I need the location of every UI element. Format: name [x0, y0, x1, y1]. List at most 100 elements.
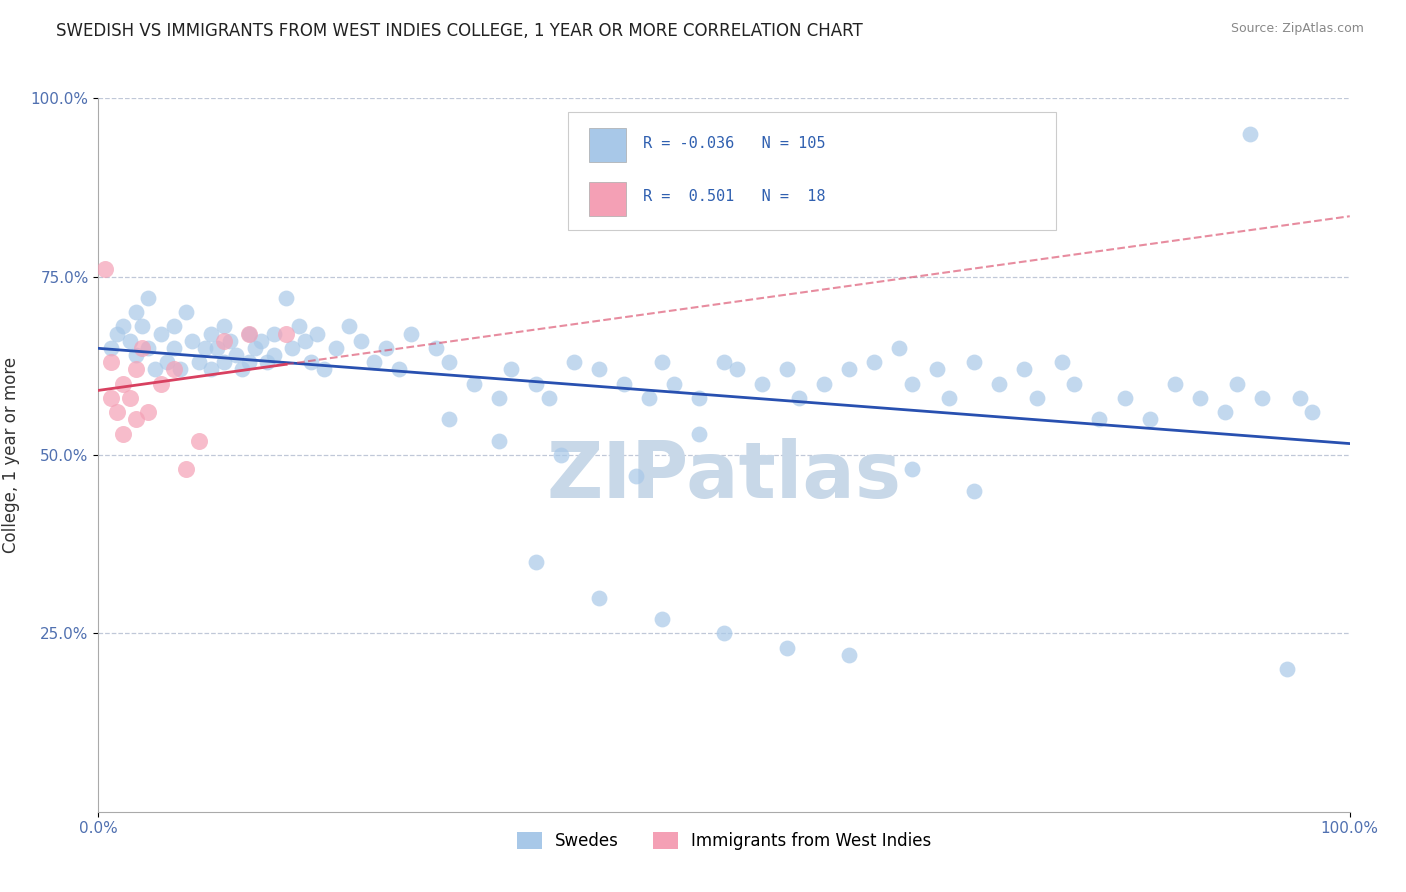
- Point: [325, 341, 347, 355]
- Point: [125, 362, 148, 376]
- Point: [1014, 362, 1036, 376]
- Point: [1088, 412, 1111, 426]
- Point: [725, 362, 748, 376]
- Point: [1213, 405, 1236, 419]
- Point: [138, 341, 160, 355]
- Point: [863, 355, 886, 369]
- Point: [1226, 376, 1249, 391]
- Point: [963, 355, 986, 369]
- Point: [112, 426, 135, 441]
- Point: [463, 376, 485, 391]
- Point: [688, 391, 710, 405]
- Point: [93, 262, 115, 277]
- Point: [138, 405, 160, 419]
- Point: [488, 391, 510, 405]
- Point: [294, 334, 316, 348]
- Point: [274, 291, 298, 305]
- Point: [1288, 391, 1310, 405]
- Point: [187, 355, 209, 369]
- Point: [588, 591, 610, 605]
- Point: [200, 326, 222, 341]
- Point: [181, 334, 204, 348]
- Point: [131, 319, 153, 334]
- Point: [125, 305, 148, 319]
- Point: [501, 362, 523, 376]
- Text: ZIPatlas: ZIPatlas: [547, 438, 901, 515]
- Point: [1114, 391, 1136, 405]
- Point: [112, 319, 135, 334]
- Point: [125, 348, 148, 362]
- Point: [626, 469, 648, 483]
- Point: [838, 362, 860, 376]
- Point: [375, 341, 398, 355]
- Point: [813, 376, 835, 391]
- Point: [1163, 376, 1185, 391]
- Point: [1188, 391, 1211, 405]
- Point: [776, 640, 799, 655]
- Point: [112, 376, 135, 391]
- Point: [1139, 412, 1161, 426]
- Point: [662, 376, 685, 391]
- Point: [143, 362, 166, 376]
- Point: [118, 334, 141, 348]
- Point: [105, 326, 128, 341]
- Point: [138, 291, 160, 305]
- Point: [287, 319, 309, 334]
- Point: [938, 391, 960, 405]
- Point: [488, 434, 510, 448]
- Point: [225, 348, 247, 362]
- FancyBboxPatch shape: [568, 112, 1056, 230]
- Y-axis label: College, 1 year or more: College, 1 year or more: [1, 357, 20, 553]
- Point: [900, 462, 922, 476]
- Point: [713, 355, 735, 369]
- Point: [425, 341, 447, 355]
- Text: R =  0.501   N =  18: R = 0.501 N = 18: [643, 189, 825, 204]
- Point: [401, 326, 423, 341]
- Point: [162, 319, 184, 334]
- Point: [1239, 127, 1261, 141]
- Point: [963, 483, 986, 498]
- FancyBboxPatch shape: [589, 182, 627, 216]
- Point: [1050, 355, 1073, 369]
- Text: R = -0.036   N = 105: R = -0.036 N = 105: [643, 136, 825, 151]
- Point: [218, 334, 240, 348]
- Point: [212, 355, 235, 369]
- Point: [100, 391, 122, 405]
- Point: [174, 305, 197, 319]
- Point: [125, 412, 148, 426]
- Point: [238, 355, 260, 369]
- Point: [162, 362, 184, 376]
- Point: [751, 376, 773, 391]
- Legend: Swedes, Immigrants from West Indies: Swedes, Immigrants from West Indies: [510, 825, 938, 857]
- FancyBboxPatch shape: [589, 128, 627, 162]
- Point: [150, 326, 173, 341]
- Point: [787, 391, 810, 405]
- Point: [1026, 391, 1049, 405]
- Point: [900, 376, 922, 391]
- Point: [588, 362, 610, 376]
- Point: [100, 341, 122, 355]
- Point: [988, 376, 1011, 391]
- Point: [562, 355, 585, 369]
- Point: [256, 355, 278, 369]
- Point: [889, 341, 911, 355]
- Point: [524, 376, 547, 391]
- Point: [169, 362, 191, 376]
- Point: [838, 648, 860, 662]
- Point: [925, 362, 948, 376]
- Point: [207, 341, 229, 355]
- Point: [388, 362, 411, 376]
- Point: [1277, 662, 1299, 676]
- Point: [250, 334, 273, 348]
- Point: [1301, 405, 1323, 419]
- Point: [174, 462, 197, 476]
- Point: [299, 355, 322, 369]
- Point: [638, 391, 661, 405]
- Point: [212, 319, 235, 334]
- Point: [307, 326, 329, 341]
- Point: [212, 334, 235, 348]
- Point: [187, 434, 209, 448]
- Point: [650, 355, 672, 369]
- Point: [550, 448, 572, 462]
- Point: [243, 341, 266, 355]
